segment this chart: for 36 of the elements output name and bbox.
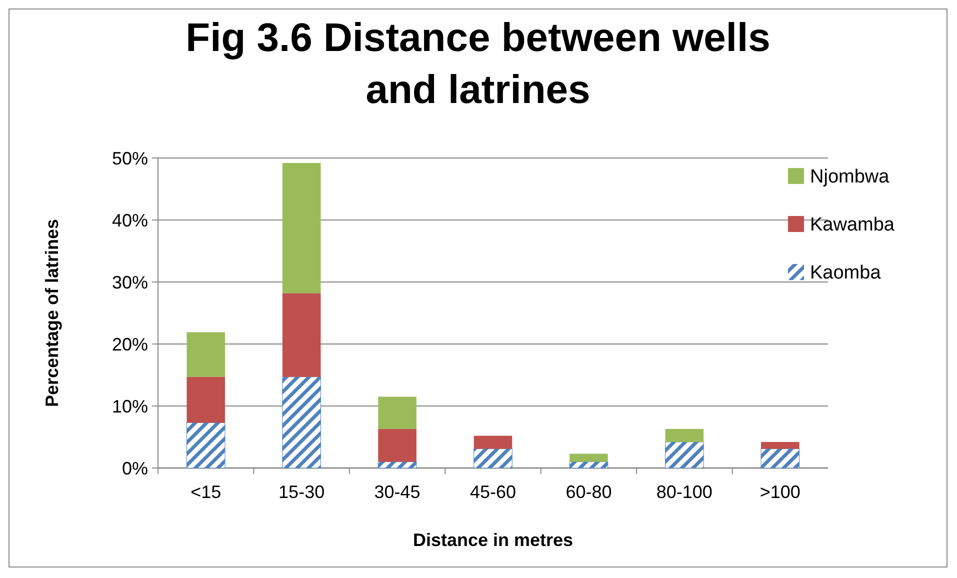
bar (378, 396, 416, 429)
bar (186, 376, 225, 423)
x-axis-title: Distance in metres (412, 530, 574, 550)
bar (186, 422, 226, 468)
legend-label: Kawamba (810, 214, 895, 236)
bar (378, 462, 417, 468)
y-tick-label: 10% (112, 396, 148, 416)
bar (474, 436, 512, 449)
chart-title: Fig 3.6 Distance between wells and latrines (184, 15, 772, 114)
y-tick-label: 20% (112, 334, 148, 354)
bar (186, 332, 225, 377)
x-tick-label: <15 (190, 482, 222, 502)
x-tick-label: 45-60 (470, 482, 516, 502)
bar (569, 462, 608, 468)
y-tick-label: 40% (112, 210, 148, 230)
x-tick-label: 60-80 (566, 482, 612, 502)
bar (282, 376, 321, 468)
bar (760, 448, 800, 468)
bar (761, 442, 800, 449)
bar (665, 442, 704, 468)
bar (282, 162, 321, 294)
bar (474, 448, 512, 468)
y-tick-label: 50% (112, 148, 148, 168)
y-tick-label: 30% (112, 272, 148, 292)
bar (282, 293, 321, 377)
y-tick-label: 0% (122, 458, 148, 478)
x-tick-label: 15-30 (278, 482, 325, 502)
bar (378, 428, 416, 462)
bar (570, 454, 608, 462)
x-tick-label: >100 (760, 482, 800, 502)
bar (665, 428, 704, 442)
legend-label: Kaomba (810, 262, 882, 284)
legend-label: Njombwa (810, 166, 890, 188)
y-axis-title: Percentage of latrines (42, 218, 62, 408)
x-tick-label: 30-45 (374, 482, 420, 502)
x-tick-label: 80-100 (656, 482, 712, 502)
